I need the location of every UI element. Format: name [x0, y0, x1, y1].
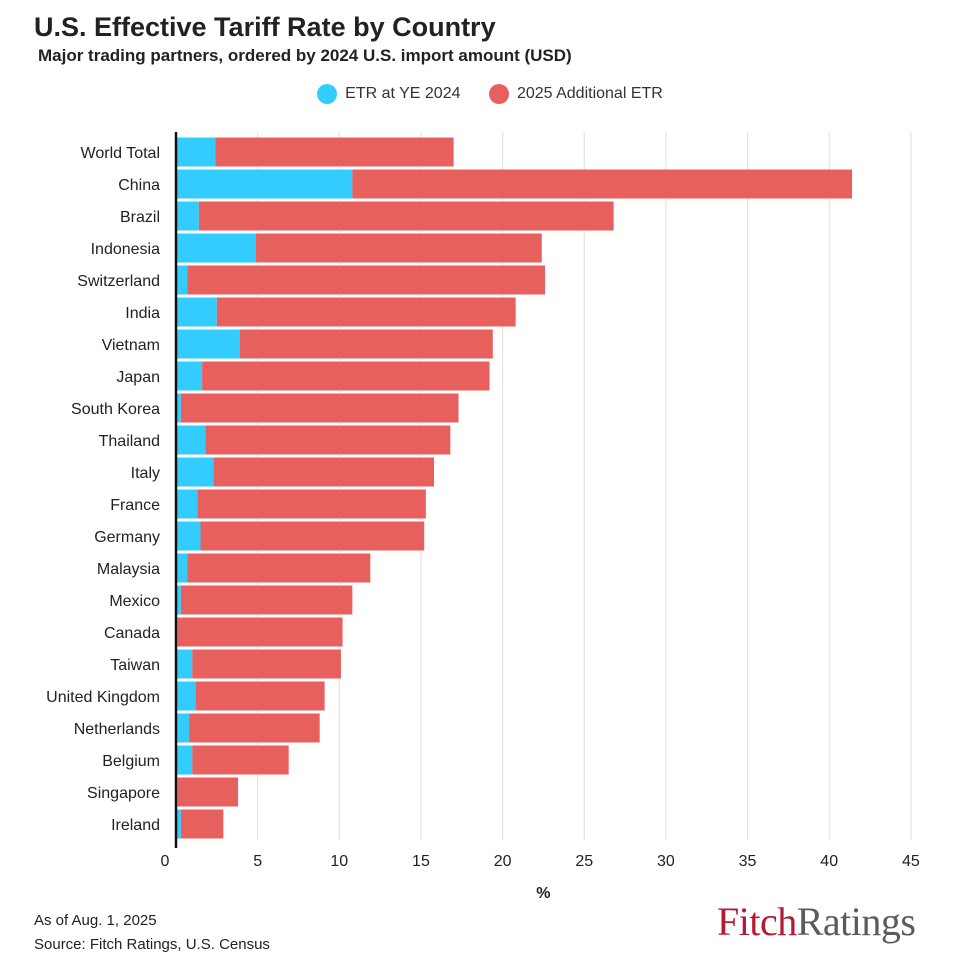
x-axis-label: %	[536, 885, 550, 902]
y-tick-label-singapore: Singapore	[87, 785, 160, 802]
logo-fitch: Fitch	[717, 899, 797, 944]
x-tick-label-0: 0	[161, 853, 170, 870]
bar-singapore-series-1	[177, 777, 239, 807]
bar-italy-series-0	[176, 457, 214, 487]
y-tick-label-switzerland: Switzerland	[77, 273, 160, 290]
bar-netherlands-series-1	[189, 713, 320, 743]
y-tick-label-mexico: Mexico	[109, 593, 160, 610]
legend-swatch-additional-etr	[488, 84, 509, 104]
bar-united-kingdom-series-0	[176, 681, 196, 711]
bar-thailand-series-1	[205, 425, 451, 455]
legend-label-additional-etr: 2025 Additional ETR	[516, 85, 663, 102]
as-of-note: As of Aug. 1, 2025	[34, 912, 157, 929]
y-tick-label-brazil: Brazil	[120, 209, 160, 226]
y-tick-label-germany: Germany	[94, 529, 160, 546]
bar-china-series-1	[352, 169, 853, 199]
bar-france-series-0	[176, 489, 198, 519]
bar-belgium-series-0	[176, 745, 193, 775]
legend-label-etr-2024: ETR at YE 2024	[345, 85, 461, 102]
legend-swatch-etr-2024	[317, 84, 338, 104]
legend: ETR at YE 2024 2025 Additional ETR	[0, 84, 980, 109]
bar-switzerland-series-1	[187, 265, 546, 295]
bar-world-total-series-0	[176, 137, 216, 167]
bar-mexico-series-0	[176, 585, 181, 615]
x-tick-label-30: 30	[657, 853, 675, 870]
bar-brazil-series-1	[198, 201, 614, 231]
bar-malaysia-series-1	[187, 553, 371, 583]
y-tick-label-south-korea: South Korea	[71, 401, 160, 418]
bar-indonesia-series-0	[176, 233, 257, 263]
bar-brazil-series-0	[176, 201, 199, 231]
chart-subtitle: Major trading partners, ordered by 2024 …	[38, 46, 572, 65]
x-tick-label-45: 45	[902, 853, 920, 870]
bar-belgium-series-1	[192, 745, 289, 775]
bar-canada-series-1	[177, 617, 343, 647]
y-tick-label-france: France	[110, 497, 160, 514]
bar-thailand-series-0	[176, 425, 206, 455]
bar-ireland-series-0	[176, 809, 181, 839]
bar-netherlands-series-0	[176, 713, 190, 743]
y-tick-label-vietnam: Vietnam	[102, 337, 160, 354]
bar-france-series-1	[197, 489, 426, 519]
y-tick-label-thailand: Thailand	[99, 433, 160, 450]
y-tick-label-china: China	[118, 177, 160, 194]
bar-switzerland-series-0	[176, 265, 188, 295]
x-tick-label-40: 40	[820, 853, 838, 870]
y-tick-label-italy: Italy	[131, 465, 160, 482]
logo-ratings: Ratings	[796, 899, 916, 944]
bar-ireland-series-1	[180, 809, 224, 839]
y-tick-label-belgium: Belgium	[102, 753, 160, 770]
bar-south-korea-series-0	[176, 393, 181, 423]
x-tick-label-20: 20	[494, 853, 512, 870]
legend-item-etr-2024: ETR at YE 2024	[317, 84, 461, 104]
y-tick-label-malaysia: Malaysia	[97, 561, 160, 578]
bar-italy-series-1	[213, 457, 435, 487]
bar-mexico-series-1	[180, 585, 353, 615]
x-tick-label-5: 5	[253, 853, 262, 870]
chart-title: U.S. Effective Tariff Rate by Country	[34, 12, 496, 42]
bar-taiwan-series-0	[176, 649, 193, 679]
bar-india-series-1	[216, 297, 516, 327]
bar-vietnam-series-0	[176, 329, 240, 359]
bar-world-total-series-1	[215, 137, 454, 167]
bar-india-series-0	[176, 297, 217, 327]
y-tick-label-india: India	[125, 305, 160, 322]
y-tick-label-netherlands: Netherlands	[74, 721, 160, 738]
x-tick-label-35: 35	[739, 853, 757, 870]
bar-malaysia-series-0	[176, 553, 188, 583]
fitch-ratings-logo: FitchRatings	[717, 898, 916, 945]
bar-germany-series-1	[200, 521, 425, 551]
y-tick-label-canada: Canada	[104, 625, 160, 642]
legend-item-additional-etr: 2025 Additional ETR	[488, 84, 663, 104]
y-tick-label-world-total: World Total	[81, 145, 160, 162]
x-tick-label-10: 10	[330, 853, 348, 870]
bar-japan-series-0	[176, 361, 203, 391]
bar-china-series-0	[176, 169, 353, 199]
bar-japan-series-1	[202, 361, 490, 391]
y-tick-label-japan: Japan	[116, 369, 160, 386]
y-tick-label-ireland: Ireland	[111, 817, 160, 834]
x-tick-label-25: 25	[575, 853, 593, 870]
bar-germany-series-0	[176, 521, 201, 551]
bar-vietnam-series-1	[239, 329, 493, 359]
y-tick-label-united-kingdom: United Kingdom	[46, 689, 160, 706]
y-tick-label-indonesia: Indonesia	[91, 241, 160, 258]
bar-indonesia-series-1	[256, 233, 542, 263]
bar-taiwan-series-1	[192, 649, 341, 679]
y-tick-label-taiwan: Taiwan	[110, 657, 160, 674]
source-note: Source: Fitch Ratings, U.S. Census	[34, 936, 270, 953]
x-tick-label-15: 15	[412, 853, 430, 870]
bar-south-korea-series-1	[180, 393, 459, 423]
bar-united-kingdom-series-1	[195, 681, 325, 711]
